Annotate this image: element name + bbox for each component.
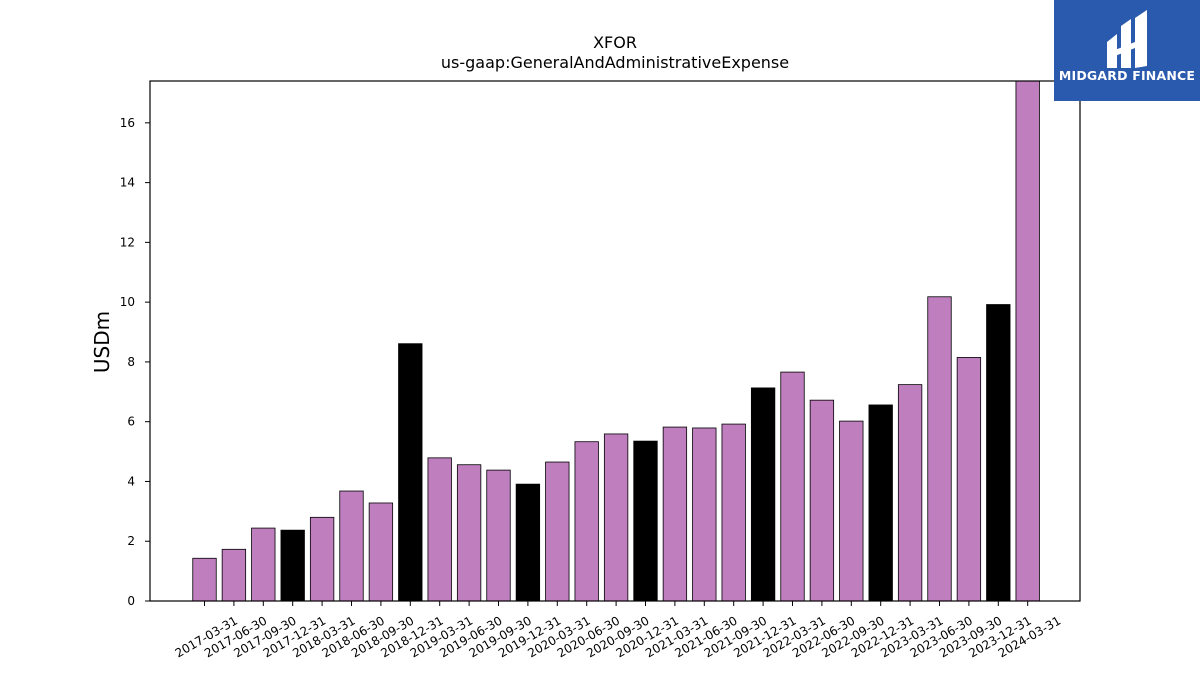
bar-2017-03-31 <box>192 557 217 602</box>
bar-2020-09-30 <box>603 433 629 602</box>
y-tick-label: 0 <box>127 594 135 608</box>
bar-2023-06-30 <box>927 296 952 602</box>
y-tick-label: 12 <box>120 235 135 249</box>
bar-2019-06-30 <box>456 464 482 602</box>
bar-2021-06-30 <box>692 427 717 602</box>
midgard-finance-logo: MIDGARD FINANCE <box>1054 0 1200 101</box>
bar-2021-12-31 <box>750 387 776 602</box>
y-tick-label: 8 <box>127 355 135 369</box>
y-tick-label: 4 <box>127 474 135 488</box>
logo-mark-icon <box>1107 10 1147 68</box>
y-axis: 0 2 4 6 8 10 12 14 16 <box>120 116 150 608</box>
logo-wordmark: MIDGARD FINANCE <box>1058 68 1196 83</box>
y-axis-label: USDm <box>90 311 114 373</box>
bar-2020-06-30 <box>574 441 599 602</box>
bar-2019-12-31 <box>515 483 541 602</box>
bar-2022-12-31 <box>868 404 893 602</box>
bar-2023-03-31 <box>897 384 923 602</box>
chart-subtitle: us-gaap:GeneralAndAdministrativeExpense <box>441 53 789 72</box>
y-tick-label: 6 <box>127 415 135 429</box>
bar-2018-12-31 <box>398 343 423 602</box>
bar-2021-03-31 <box>662 426 688 602</box>
bar-2018-09-30 <box>368 502 394 602</box>
bar-2020-12-31 <box>633 440 658 602</box>
y-tick-label: 10 <box>120 295 135 309</box>
plot-frame <box>149 80 1081 602</box>
bar-series <box>192 80 1040 602</box>
bar-2022-09-30 <box>839 420 864 602</box>
y-tick-label: 14 <box>120 176 135 190</box>
bar-2024-03-31 <box>1015 80 1040 602</box>
bar-2019-09-30 <box>486 469 511 602</box>
bar-2018-06-30 <box>339 490 364 602</box>
bar-2017-06-30 <box>221 548 247 602</box>
bar-2019-03-31 <box>427 457 452 602</box>
bar-2017-09-30 <box>251 527 276 602</box>
y-tick-label: 2 <box>127 534 135 548</box>
y-tick-label: 16 <box>120 116 135 130</box>
bar-2018-03-31 <box>309 516 335 602</box>
chart-title: XFOR <box>593 33 637 52</box>
bar-2022-03-31 <box>780 371 805 602</box>
bar-2017-12-31 <box>280 529 305 602</box>
x-axis: 2017-03-312017-06-302017-09-302017-12-31… <box>173 601 1063 660</box>
bar-2021-09-30 <box>721 423 746 602</box>
bar-2023-09-30 <box>956 357 982 602</box>
bar-2022-06-30 <box>809 399 835 602</box>
bar-2020-03-31 <box>545 461 570 602</box>
bar-2023-12-31 <box>986 304 1011 602</box>
